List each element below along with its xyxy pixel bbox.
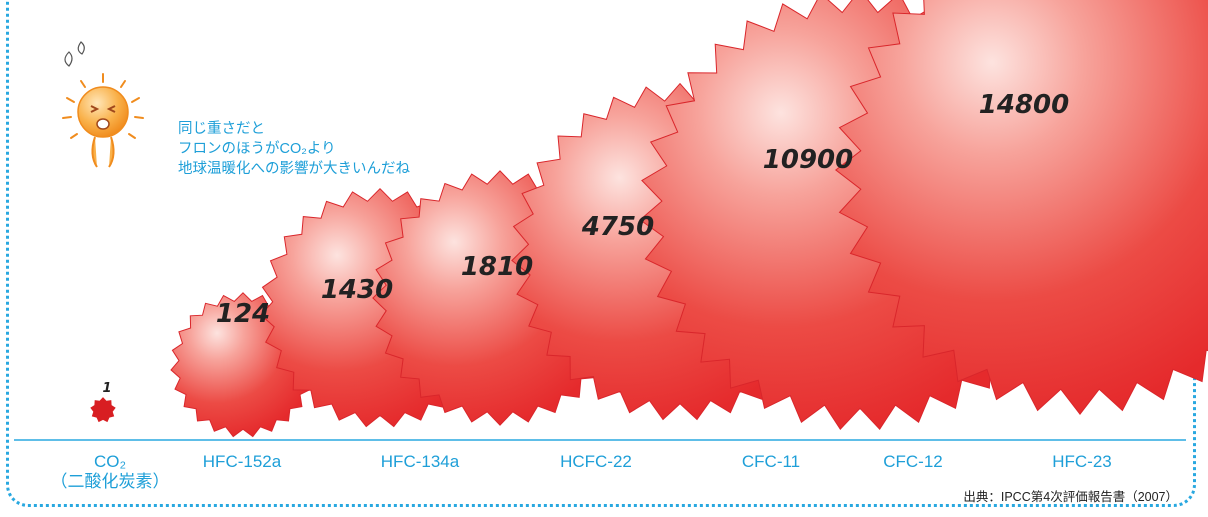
comment-line: フロンのほうがCO₂より: [178, 141, 336, 157]
value-label: 4750: [581, 212, 654, 242]
bubble-co2: [90, 397, 116, 423]
tick-label: CFC-11: [742, 452, 800, 471]
value-label: 10900: [763, 145, 853, 175]
value-label: 1: [102, 381, 111, 396]
value-label: 1810: [461, 252, 533, 282]
value-label: 124: [216, 299, 270, 329]
tick-label: HFC-134a: [381, 452, 460, 471]
comment-line: 地球温暖化への影響が大きいんだね: [178, 161, 410, 177]
tick-label: （二酸化炭素）: [51, 472, 170, 491]
tick-label: HCFC-22: [560, 452, 632, 471]
mascot-comment: 同じ重さだと フロンのほうがCO₂より 地球温暖化への影響が大きいんだね: [178, 119, 410, 179]
sun-mascot-icon: [62, 41, 144, 168]
source-note: 出典：IPCC第4次評価報告書（2007）: [963, 490, 1178, 504]
tick-label: HFC-23: [1052, 452, 1112, 471]
bubble-layer: 1 124 1430 1810 4750 10900 14800: [90, 0, 1208, 438]
tick-label: HFC-152a: [203, 452, 282, 471]
value-label: 14800: [979, 90, 1069, 120]
tick-label: CO₂: [94, 452, 126, 471]
x-axis-tick-labels: CO₂（二酸化炭素） HFC-152a HFC-134a HCFC-22 CFC-11 C…: [51, 452, 1112, 491]
tick-label: CFC-12: [883, 452, 943, 471]
value-label: 1430: [321, 275, 393, 305]
bubble-hfc-23: [834, 0, 1208, 416]
comment-line: 同じ重さだと: [178, 121, 265, 137]
